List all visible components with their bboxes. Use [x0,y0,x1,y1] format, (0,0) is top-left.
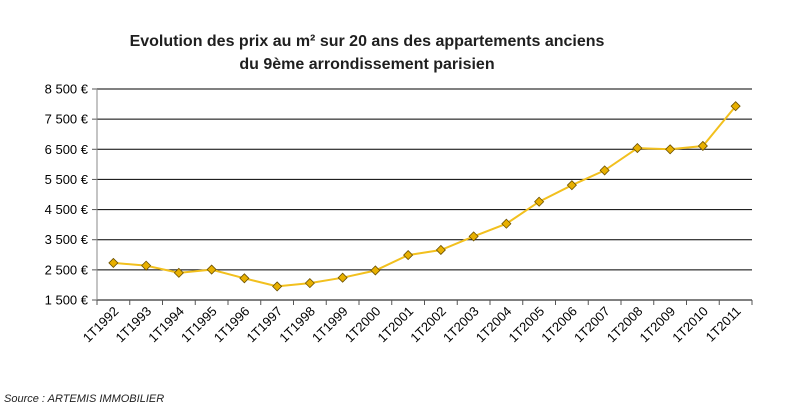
x-tick-label: 1T2010 [669,304,711,346]
data-point-1T2005 [534,196,545,207]
x-tick-label: 1T1996 [211,304,253,346]
y-tick-label: 5 500 € [45,172,89,187]
x-tick-label: 1T2004 [473,304,515,346]
x-tick-label: 1T1995 [178,304,220,346]
gridlines [97,88,752,301]
data-point-1T2002 [435,244,446,256]
x-axis: 1T19921T19931T19941T19951T19961T19971T19… [80,300,753,346]
x-tick-label: 1T2008 [604,304,646,346]
data-point-1T1996 [239,273,250,284]
y-tick-label: 7 500 € [45,112,89,127]
y-tick-label: 8 500 € [45,82,89,97]
data-point-1T2009 [665,144,676,155]
x-tick-label: 1T1992 [80,304,122,346]
y-tick-label: 6 500 € [45,142,89,157]
data-point-1T2007 [599,165,610,176]
price-series [108,101,741,292]
data-point-1T1993 [141,260,152,271]
data-point-1T2003 [468,231,479,242]
data-point-1T2004 [501,218,512,229]
x-tick-label: 1T1998 [276,304,318,346]
x-tick-label: 1T2000 [342,304,384,346]
x-tick-label: 1T2009 [636,304,678,346]
data-point-1T1997 [272,281,283,292]
source-note: Source : ARTEMIS IMMOBILIER [4,393,164,405]
data-point-1T2001 [403,250,414,261]
y-tick-label: 3 500 € [45,232,89,247]
data-point-1T1999 [337,272,348,283]
x-tick-label: 1T1999 [309,304,351,346]
x-tick-label: 1T2007 [571,304,613,346]
x-tick-label: 1T2011 [703,304,744,345]
y-tick-label: 2 500 € [45,262,89,277]
data-point-1T2008 [632,143,643,154]
y-tick-label: 1 500 € [45,293,89,308]
x-tick-label: 1T2006 [538,304,580,346]
x-tick-label: 1T2002 [407,304,449,346]
data-point-1T1994 [173,267,184,278]
data-point-1T1995 [206,264,217,275]
y-tick-label: 4 500 € [45,202,89,217]
data-point-1T1998 [304,278,315,289]
data-point-1T1992 [108,257,119,268]
x-tick-label: 1T2001 [374,304,416,346]
chart-title-line-1: Evolution des prix au m² sur 20 ans des … [130,33,605,50]
data-point-1T2011 [730,101,741,112]
x-tick-label: 1T1993 [112,304,154,346]
data-point-1T2006 [566,180,577,191]
data-point-1T2010 [697,140,708,152]
x-tick-label: 1T2003 [440,304,482,346]
series-line [113,105,737,288]
x-tick-label: 1T1994 [145,304,187,346]
data-point-1T2000 [370,265,381,276]
x-tick-label: 1T2005 [505,304,547,346]
y-axis: 1 500 € 2 500 € 3 500 € 4 500 € 5 500 € 6 500… [45,82,98,308]
x-tick-label: 1T1997 [243,304,285,346]
chart-title-line-2: du 9ème arrondissement parisien [239,56,494,73]
